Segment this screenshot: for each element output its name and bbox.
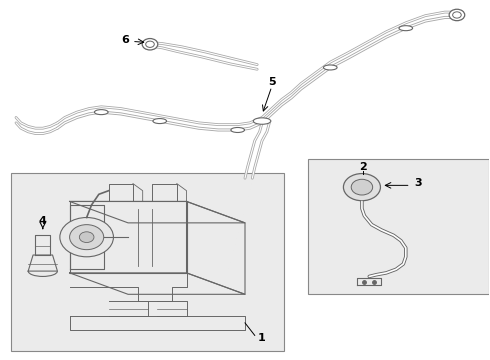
Circle shape [449, 9, 465, 21]
Ellipse shape [153, 118, 167, 123]
Text: 2: 2 [359, 162, 367, 172]
Text: 5: 5 [268, 77, 275, 87]
Circle shape [343, 174, 380, 201]
Bar [11, 173, 284, 351]
Bar [308, 158, 489, 294]
Circle shape [146, 41, 154, 48]
Text: 1: 1 [258, 333, 266, 343]
Ellipse shape [323, 65, 337, 70]
Text: 4: 4 [39, 216, 47, 226]
Circle shape [142, 39, 158, 50]
Ellipse shape [399, 26, 413, 31]
Ellipse shape [231, 127, 245, 132]
Circle shape [70, 225, 104, 249]
Circle shape [453, 12, 461, 18]
Ellipse shape [253, 118, 271, 124]
Circle shape [60, 217, 114, 257]
Ellipse shape [95, 110, 108, 114]
Text: 3: 3 [414, 178, 422, 188]
Circle shape [79, 232, 94, 243]
Text: 6: 6 [122, 35, 129, 45]
Circle shape [351, 179, 373, 195]
